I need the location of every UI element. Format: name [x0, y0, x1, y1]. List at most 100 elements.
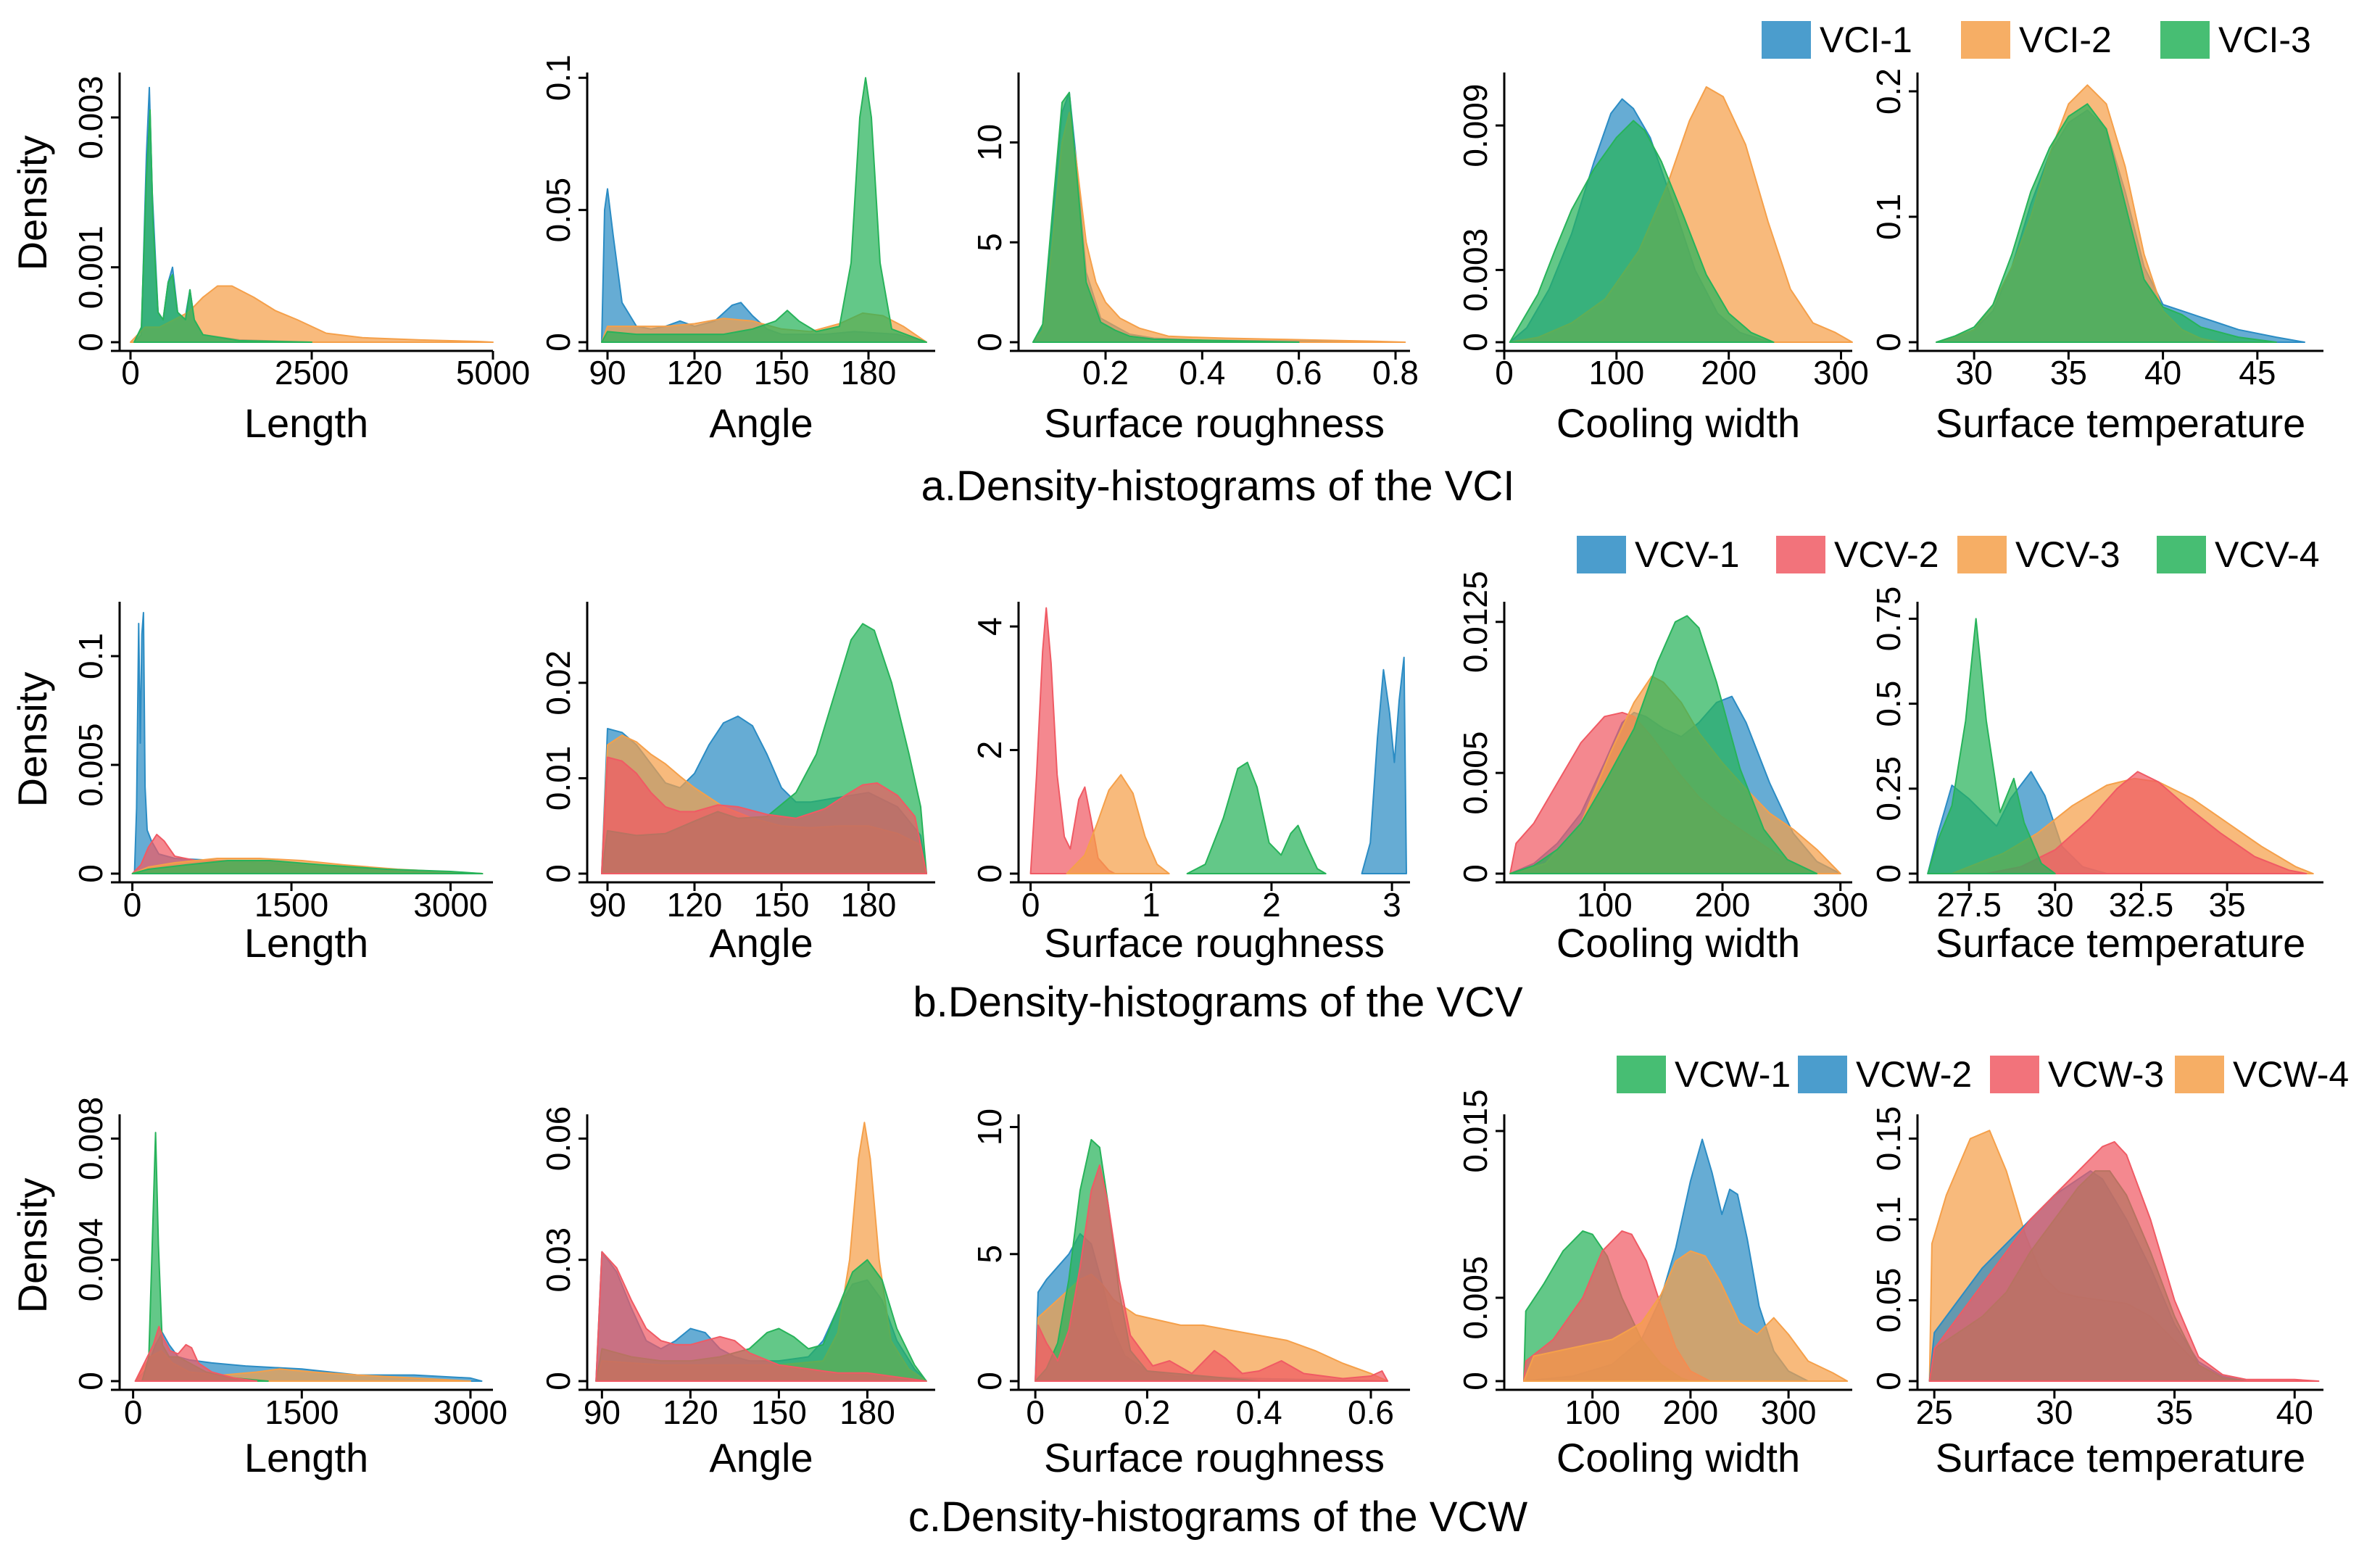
panel-3-4-x-axis-title: Cooling width [1556, 1435, 1800, 1480]
panel-2-3-density-area-blue [1361, 656, 1407, 874]
y-axis-title: Density [9, 136, 55, 271]
panel-2-1-x-axis-title: Length [244, 920, 368, 966]
panel-3-3-y-tick-label: 10 [971, 1109, 1008, 1146]
panel-2-4-y-tick-label: 0.0125 [1456, 571, 1494, 673]
panel-1-2-y-tick-label: 0.05 [539, 178, 577, 243]
panel-3-4-x-tick-label: 300 [1761, 1393, 1817, 1431]
legend-label-vci-3: VCI-3 [2218, 20, 2311, 60]
panel-2-2-x-tick-label: 180 [841, 886, 897, 924]
panel-1-5-density-area-green [1936, 103, 2277, 343]
panel-1-4-y-tick-label: 0.003 [1456, 228, 1494, 312]
panel-3-1-x-tick-label: 3000 [434, 1393, 507, 1431]
legend-swatch-vcw-4 [2175, 1056, 2224, 1093]
panel-3-3-x-tick-label: 0.2 [1124, 1393, 1170, 1431]
legend-label-vcv-3: VCV-3 [2015, 534, 2120, 575]
row-caption: c.Density-histograms of the VCW [908, 1494, 1527, 1541]
row-caption: a.Density-histograms of the VCI [921, 463, 1515, 510]
y-axis-title: Density [9, 672, 55, 808]
legend-swatch-vcw-1 [1617, 1056, 1666, 1093]
panel-1-2-x-tick-label: 120 [667, 354, 723, 392]
panel-2-4-x-axis-title: Cooling width [1556, 920, 1800, 966]
panel-2-4-x-tick-label: 300 [1812, 886, 1868, 924]
panel-3-2-y-tick-label: 0.06 [539, 1106, 577, 1172]
panel-2-1-y-tick-label: 0.1 [72, 633, 109, 679]
panel-2-1-x-tick-label: 0 [123, 886, 142, 924]
panel-2-4-x-tick-label: 100 [1577, 886, 1633, 924]
panel-3-3-x-tick-label: 0.4 [1236, 1393, 1282, 1431]
panel-1-4-x-tick-label: 0 [1495, 354, 1514, 392]
panel-2-3-density-area-orange [1066, 774, 1170, 874]
panel-2-3-y-tick-label: 4 [971, 617, 1008, 636]
panel-1-1-y-tick-label: 0 [72, 333, 109, 352]
panel-3-5-x-tick-label: 30 [2036, 1393, 2073, 1431]
panel-3-2-y-tick-label: 0.03 [539, 1227, 577, 1293]
panel-3-1-x-tick-label: 0 [124, 1393, 143, 1431]
panel-3-5-y-tick-label: 0.1 [1870, 1196, 1907, 1243]
panel-2-3-x-tick-label: 2 [1262, 886, 1281, 924]
panel-2-3-y-tick-label: 0 [971, 864, 1008, 883]
panel-3-5-y-tick-label: 0.15 [1870, 1106, 1907, 1172]
panel-2-2-x-tick-label: 150 [754, 886, 810, 924]
panel-3-5-x-tick-label: 40 [2276, 1393, 2313, 1431]
panel-3-3-x-axis-title: Surface roughness [1044, 1435, 1385, 1480]
legend-swatch-vcw-2 [1798, 1056, 1847, 1093]
panel-1-5-y-tick-label: 0.2 [1870, 68, 1907, 115]
panel-2-5-x-tick-label: 30 [2036, 886, 2073, 924]
panel-3-5-density-area-red [1928, 1140, 2320, 1382]
panel-1-4-y-tick-label: 0 [1456, 333, 1494, 352]
panel-1-3-x-tick-label: 0.6 [1276, 354, 1322, 392]
y-axis-title: Density [9, 1178, 55, 1314]
panel-2-3-x-tick-label: 0 [1021, 886, 1040, 924]
panel-2-3-y-tick-label: 2 [971, 741, 1008, 760]
panel-1-5-y-tick-label: 0.1 [1870, 194, 1907, 240]
panel-3-4-density-area-orange [1523, 1250, 1849, 1382]
panel-1-1-y-tick-label: 0.003 [72, 75, 109, 159]
panel-1-4-x-tick-label: 200 [1701, 354, 1757, 392]
panel-3-2-x-tick-label: 150 [751, 1393, 807, 1431]
panel-1-2-x-tick-label: 150 [754, 354, 810, 392]
panel-1-3-y-tick-label: 10 [971, 124, 1008, 161]
panel-3-1-y-tick-label: 0.004 [72, 1218, 109, 1301]
legend-swatch-vcv-3 [1957, 536, 2007, 573]
panel-3-5-x-tick-label: 35 [2156, 1393, 2193, 1431]
panel-1-1-x-tick-label: 2500 [275, 354, 349, 392]
panel-2-3-x-tick-label: 3 [1382, 886, 1401, 924]
panel-3-2-x-tick-label: 90 [584, 1393, 621, 1431]
panel-2-1-density-area-blue [133, 612, 484, 874]
panel-2-5-y-tick-label: 0.25 [1870, 756, 1907, 821]
panel-1-2-x-tick-label: 180 [841, 354, 897, 392]
panel-2-2-y-tick-label: 0.01 [539, 746, 577, 811]
panel-2-5-x-axis-title: Surface temperature [1936, 920, 2305, 966]
panel-3-4-y-tick-label: 0 [1456, 1372, 1494, 1391]
panel-1-3-y-tick-label: 0 [971, 333, 1008, 352]
panel-2-4-x-tick-label: 200 [1695, 886, 1751, 924]
panel-3-3-y-tick-label: 5 [971, 1245, 1008, 1264]
panel-1-4-y-tick-label: 0.009 [1456, 84, 1494, 167]
panel-1-5-x-tick-label: 40 [2144, 354, 2181, 392]
panel-2-1-density-area-green [131, 860, 484, 874]
legend-label-vcw-4: VCW-4 [2233, 1054, 2349, 1095]
panel-3-1-x-axis-title: Length [244, 1435, 368, 1480]
panel-2-5-y-tick-label: 0 [1870, 864, 1907, 883]
row-caption: b.Density-histograms of the VCV [913, 979, 1523, 1026]
panel-3-3-y-tick-label: 0 [971, 1372, 1008, 1391]
legend-swatch-vci-1 [1762, 21, 1811, 59]
panel-1-1-x-tick-label: 0 [121, 354, 140, 392]
panel-3-3-density-area-red [1034, 1164, 1389, 1382]
panel-2-1-x-tick-label: 3000 [413, 886, 487, 924]
panel-1-1-x-tick-label: 5000 [456, 354, 530, 392]
panel-3-4-y-tick-label: 0.015 [1456, 1089, 1494, 1172]
panel-3-3-x-tick-label: 0 [1026, 1393, 1045, 1431]
panel-1-2-x-tick-label: 90 [589, 354, 626, 392]
panel-2-5-y-tick-label: 0.75 [1870, 587, 1907, 652]
panel-1-3-density-area-green [1032, 91, 1300, 343]
legend-label-vcv-1: VCV-1 [1635, 534, 1740, 575]
panel-1-2-density-area-green [601, 77, 927, 343]
panel-1-1-y-tick-label: 0.001 [72, 225, 109, 309]
panel-1-4-x-tick-label: 300 [1813, 354, 1869, 392]
panel-1-1-x-axis-title: Length [244, 400, 368, 446]
panel-2-1-x-tick-label: 1500 [254, 886, 328, 924]
legend-swatch-vcv-2 [1776, 536, 1825, 573]
